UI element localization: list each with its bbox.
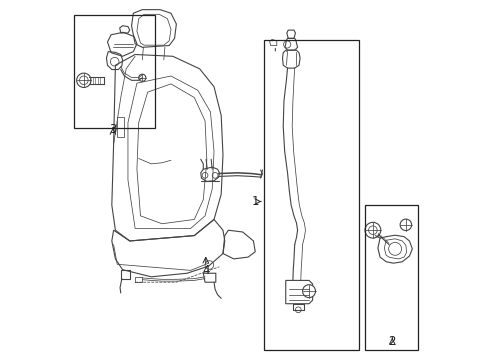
Bar (264, 40, 359, 350)
Bar (364, 205, 418, 350)
Text: 3: 3 (109, 123, 116, 136)
Text: 1: 1 (251, 195, 259, 208)
Bar (74, 15, 155, 128)
Text: 2: 2 (387, 335, 395, 348)
Circle shape (302, 285, 315, 298)
Text: 4: 4 (202, 264, 209, 277)
Bar (117, 117, 124, 137)
